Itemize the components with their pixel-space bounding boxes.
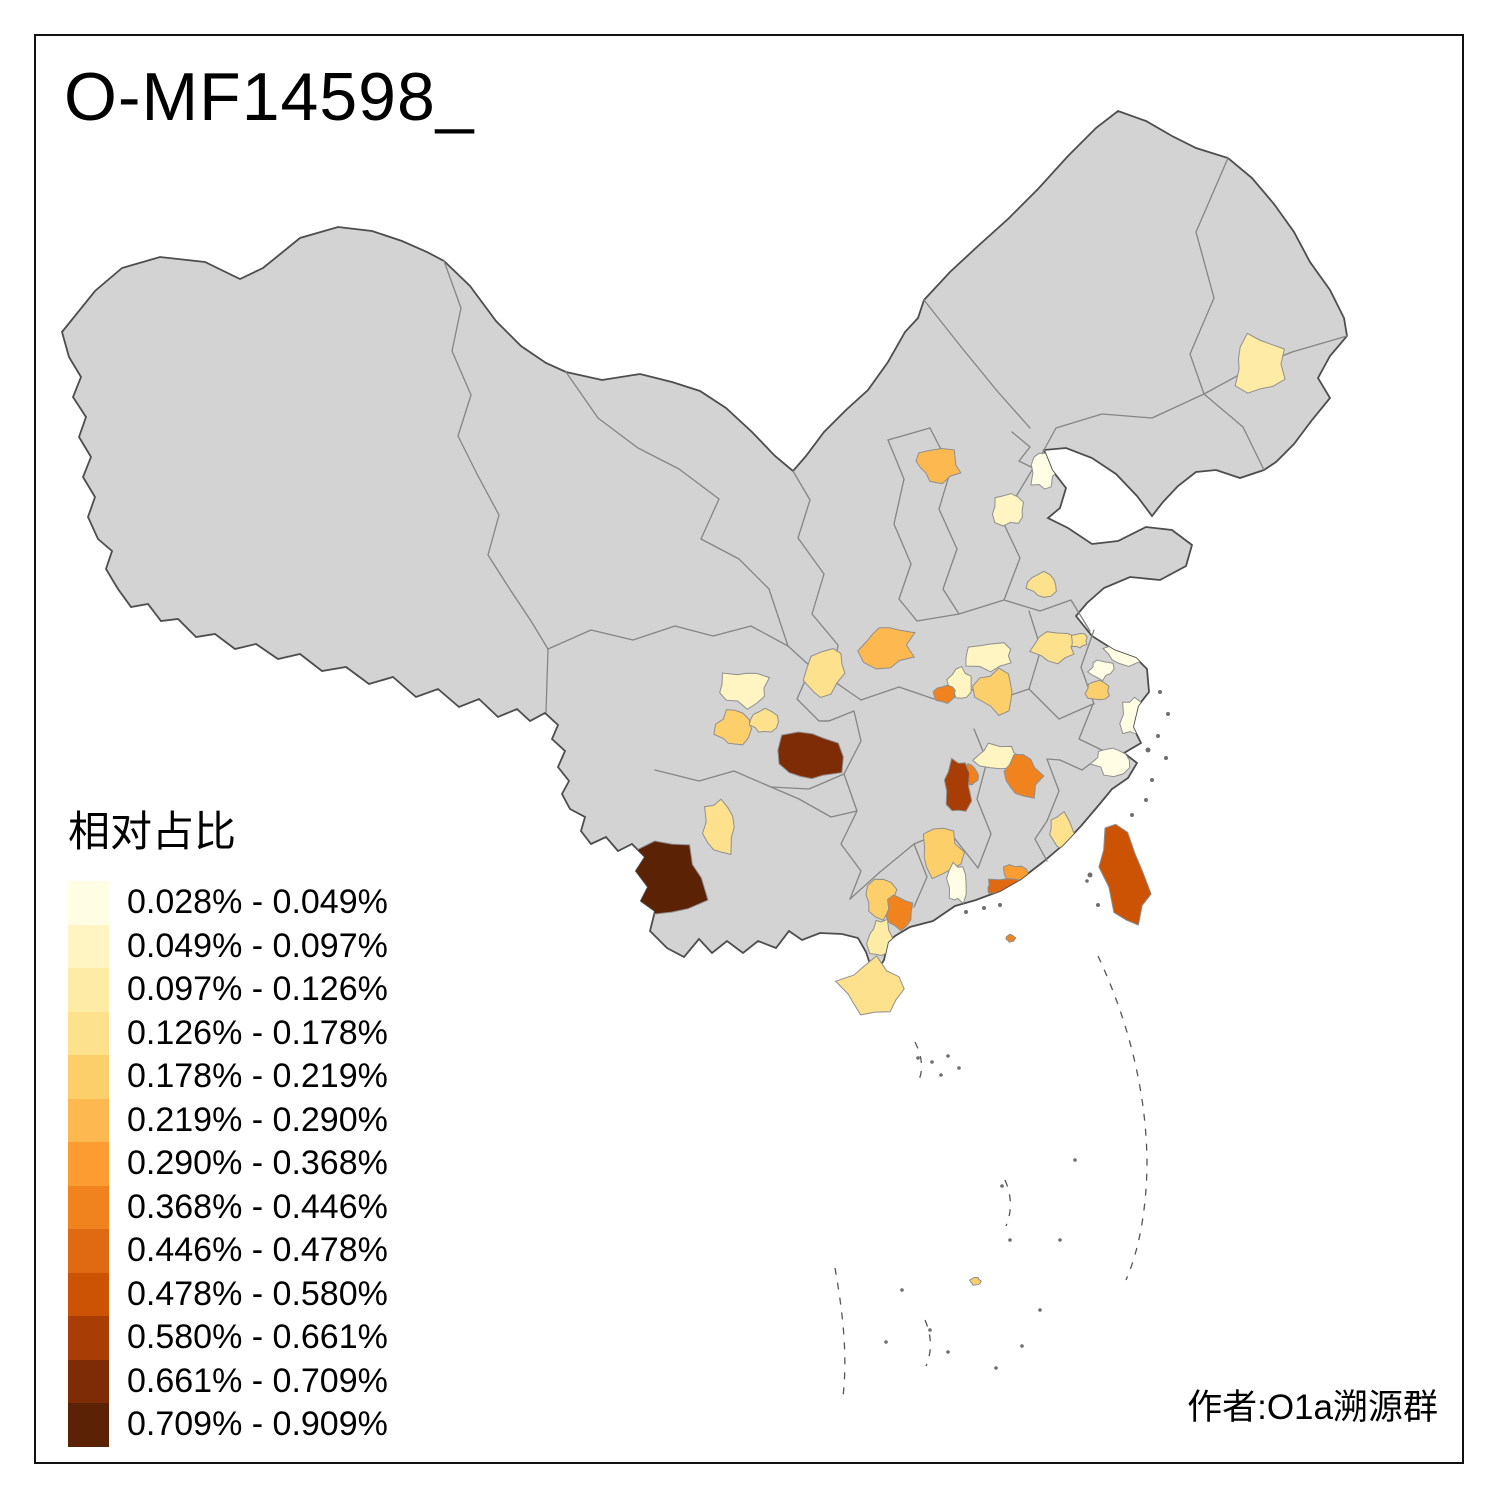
legend-swatch <box>68 1403 109 1447</box>
legend-label: 0.126% - 0.178% <box>127 1013 388 1052</box>
legend: 相对占比 0.028% - 0.049% 0.049% - 0.097% 0.097… <box>68 798 388 1447</box>
legend-swatch <box>68 924 109 968</box>
legend-title: 相对占比 <box>68 810 237 856</box>
map-region <box>777 731 844 780</box>
colored-islands <box>834 823 1152 1286</box>
legend-label: 0.661% - 0.709% <box>127 1361 388 1400</box>
legend-row: 0.661% - 0.709% <box>68 1359 388 1403</box>
map-region <box>1089 747 1131 778</box>
legend-row: 0.709% - 0.909% <box>68 1403 388 1447</box>
legend-label: 0.178% - 0.219% <box>127 1057 388 1096</box>
coastal-islets <box>884 690 1170 1370</box>
attribution-text: 作者:O1a溯源群 <box>1187 1388 1438 1427</box>
map-region <box>857 627 916 670</box>
map-region <box>1234 332 1286 394</box>
legend-label: 0.446% - 0.478% <box>127 1231 388 1270</box>
map-region <box>945 861 967 905</box>
map-region <box>968 1276 982 1286</box>
legend-rows: 0.028% - 0.049% 0.049% - 0.097% 0.097% - 0… <box>68 881 388 1447</box>
map-region <box>1084 679 1110 701</box>
legend-label: 0.028% - 0.049% <box>127 883 388 922</box>
legend-row: 0.478% - 0.580% <box>68 1272 388 1316</box>
legend-row: 0.028% - 0.049% <box>68 881 388 925</box>
legend-swatch <box>68 1185 109 1229</box>
legend-label: 0.290% - 0.368% <box>127 1144 388 1183</box>
map-region <box>965 642 1012 673</box>
map-region <box>1029 631 1079 665</box>
legend-row: 0.049% - 0.097% <box>68 924 388 968</box>
legend-swatch <box>68 1098 109 1142</box>
map-region <box>991 493 1025 527</box>
map-region <box>915 447 962 485</box>
colored-regions <box>629 332 1286 957</box>
page-title: O-MF14598_ <box>64 59 475 135</box>
legend-swatch <box>68 968 109 1012</box>
map-region <box>701 798 735 856</box>
sea-boundary-dashes <box>834 955 1148 1398</box>
legend-row: 0.368% - 0.446% <box>68 1185 388 1229</box>
map-region <box>972 667 1013 717</box>
legend-label: 0.478% - 0.580% <box>127 1274 388 1313</box>
map-region <box>719 672 771 710</box>
legend-row: 0.290% - 0.368% <box>68 1142 388 1186</box>
legend-row: 0.097% - 0.126% <box>68 968 388 1012</box>
legend-label: 0.049% - 0.097% <box>127 926 388 965</box>
map-region <box>1005 933 1017 943</box>
map-region <box>1098 823 1152 926</box>
map-region <box>713 709 753 746</box>
legend-swatch <box>68 1055 109 1099</box>
map-region <box>932 684 956 704</box>
legend-label: 0.219% - 0.290% <box>127 1100 388 1139</box>
legend-row: 0.126% - 0.178% <box>68 1011 388 1055</box>
legend-row: 0.446% - 0.478% <box>68 1229 388 1273</box>
map-region <box>943 757 973 812</box>
legend-row: 0.580% - 0.661% <box>68 1316 388 1360</box>
legend-swatch <box>68 1011 109 1055</box>
legend-label: 0.709% - 0.909% <box>127 1405 388 1444</box>
legend-swatch <box>68 1359 109 1403</box>
legend-swatch <box>68 1142 109 1186</box>
map-region <box>885 894 914 932</box>
map-region <box>802 648 846 699</box>
map-region <box>1070 632 1088 649</box>
legend-row: 0.178% - 0.219% <box>68 1055 388 1099</box>
map-region <box>834 955 905 1016</box>
map-region <box>987 878 1026 895</box>
legend-label: 0.097% - 0.126% <box>127 970 388 1009</box>
legend-swatch <box>68 1229 109 1273</box>
map-region <box>1086 659 1115 682</box>
province-borders <box>443 157 1348 908</box>
legend-label: 0.368% - 0.446% <box>127 1187 388 1226</box>
legend-label: 0.580% - 0.661% <box>127 1318 388 1357</box>
map-region <box>866 918 894 957</box>
map-region <box>748 707 780 733</box>
map-region <box>1003 754 1045 799</box>
map-region <box>1025 570 1057 598</box>
legend-swatch <box>68 881 109 925</box>
legend-swatch <box>68 1272 109 1316</box>
legend-row: 0.219% - 0.290% <box>68 1098 388 1142</box>
legend-swatch <box>68 1316 109 1360</box>
